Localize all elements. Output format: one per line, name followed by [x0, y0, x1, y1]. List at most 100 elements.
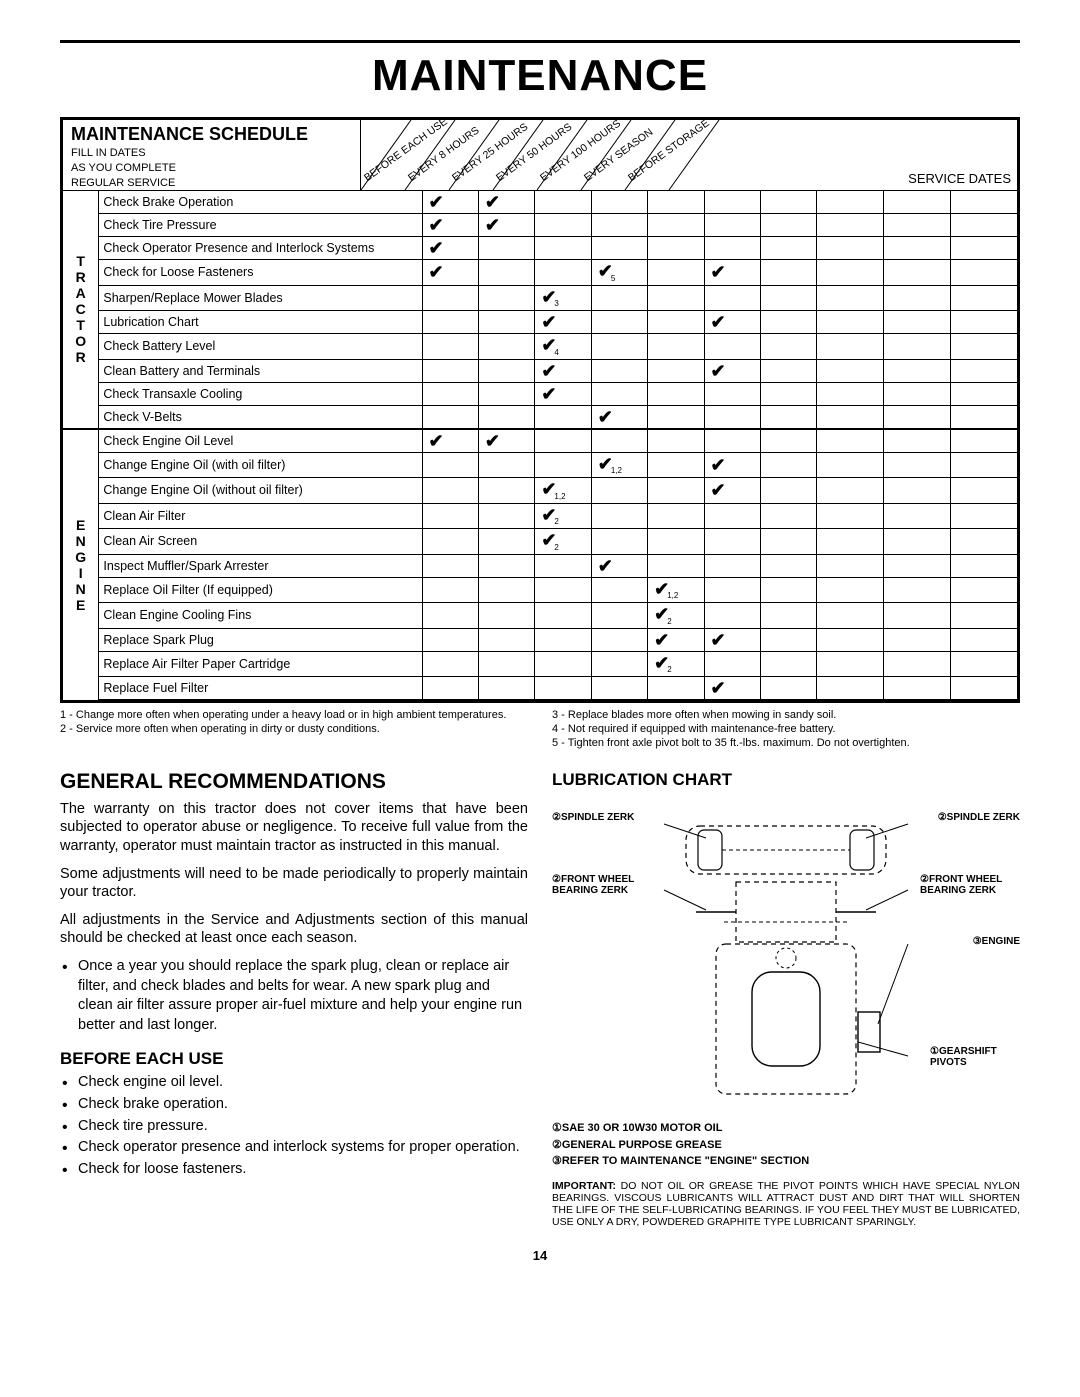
- maintenance-schedule: MAINTENANCE SCHEDULE FILL IN DATES AS YO…: [60, 117, 1020, 703]
- service-date-cell: [884, 260, 951, 286]
- check-cell: ✔: [591, 405, 647, 429]
- before-use-item: Check operator presence and interlock sy…: [78, 1138, 528, 1158]
- service-date-cell: [817, 359, 884, 382]
- check-cell: [478, 285, 534, 311]
- schedule-header-left: MAINTENANCE SCHEDULE FILL IN DATES AS YO…: [63, 120, 361, 190]
- service-date-cell: [817, 677, 884, 700]
- check-cell: [760, 577, 816, 603]
- check-cell: [535, 260, 591, 286]
- check-cell: ✔3: [535, 285, 591, 311]
- service-date-cell: [884, 191, 951, 214]
- check-cell: [760, 359, 816, 382]
- check-cell: [591, 503, 647, 529]
- service-date-cell: [817, 237, 884, 260]
- check-cell: [704, 554, 760, 577]
- check-cell: [535, 651, 591, 677]
- legend-item: ③REFER TO MAINTENANCE "ENGINE" SECTION: [552, 1153, 1020, 1170]
- footnote: 5 - Tighten front axle pivot bolt to 35 …: [552, 737, 1020, 751]
- content-columns: GENERAL RECOMMENDATIONS The warranty on …: [60, 770, 1020, 1228]
- service-date-cell: [884, 603, 951, 629]
- gen-rec-p3: All adjustments in the Service and Adjus…: [60, 911, 528, 947]
- check-cell: [648, 503, 704, 529]
- schedule-table: TRACTORCheck Brake Operation✔✔Check Tire…: [63, 190, 1017, 700]
- service-date-cell: [950, 452, 1017, 478]
- service-date-cell: [817, 628, 884, 651]
- before-use-item: Check brake operation.: [78, 1095, 528, 1115]
- check-cell: [478, 452, 534, 478]
- check-cell: [704, 603, 760, 629]
- check-cell: [478, 628, 534, 651]
- check-cell: ✔: [535, 311, 591, 334]
- important-text: DO NOT OIL OR GREASE THE PIVOT POINTS WH…: [552, 1180, 1020, 1228]
- check-cell: ✔: [704, 677, 760, 700]
- lube-label-gearshift: ①GEARSHIFT PIVOTS: [930, 1046, 1020, 1068]
- check-cell: [760, 237, 816, 260]
- service-date-cell: [950, 478, 1017, 504]
- check-cell: [648, 554, 704, 577]
- footnote-ref: 2: [667, 617, 671, 626]
- checkmark-icon: ✔: [711, 262, 726, 282]
- page-number: 14: [60, 1248, 1020, 1263]
- task-cell: Replace Air Filter Paper Cartridge: [99, 651, 422, 677]
- task-cell: Check for Loose Fasteners: [99, 260, 422, 286]
- service-date-cell: [884, 577, 951, 603]
- category-label: TRACTOR: [63, 191, 99, 429]
- check-cell: ✔: [535, 359, 591, 382]
- service-date-cell: [950, 382, 1017, 405]
- footnote-ref: 4: [554, 348, 558, 357]
- check-cell: ✔: [422, 214, 478, 237]
- footnotes: 1 - Change more often when operating und…: [60, 709, 1020, 750]
- check-cell: [704, 382, 760, 405]
- check-cell: [648, 260, 704, 286]
- lube-important: IMPORTANT: DO NOT OIL OR GREASE THE PIVO…: [552, 1180, 1020, 1228]
- task-cell: Change Engine Oil (without oil filter): [99, 478, 422, 504]
- check-cell: [648, 478, 704, 504]
- check-cell: ✔: [422, 191, 478, 214]
- check-cell: [535, 405, 591, 429]
- check-cell: [422, 311, 478, 334]
- check-cell: [648, 677, 704, 700]
- checkmark-icon: ✔: [541, 361, 556, 381]
- lube-label-engine: ③ENGINE: [973, 936, 1020, 947]
- check-cell: ✔: [704, 478, 760, 504]
- check-cell: ✔: [478, 214, 534, 237]
- schedule-sub3: REGULAR SERVICE: [71, 177, 352, 190]
- task-cell: Sharpen/Replace Mower Blades: [99, 285, 422, 311]
- check-cell: [648, 529, 704, 555]
- service-date-cell: [884, 503, 951, 529]
- check-cell: [422, 382, 478, 405]
- service-date-cell: [884, 214, 951, 237]
- check-cell: ✔: [422, 260, 478, 286]
- check-cell: [535, 554, 591, 577]
- checkmark-icon: ✔: [485, 215, 500, 235]
- gen-rec-p1: The warranty on this tractor does not co…: [60, 800, 528, 854]
- check-cell: [591, 214, 647, 237]
- check-cell: ✔: [422, 429, 478, 453]
- service-date-cell: [884, 405, 951, 429]
- service-date-cell: [884, 628, 951, 651]
- check-cell: [760, 382, 816, 405]
- check-cell: ✔1,2: [535, 478, 591, 504]
- checkmark-icon: ✔: [711, 455, 726, 475]
- check-cell: [704, 503, 760, 529]
- service-date-cell: [817, 529, 884, 555]
- lubrication-chart-heading: LUBRICATION CHART: [552, 770, 1020, 790]
- service-date-cell: [884, 359, 951, 382]
- service-date-cell: [950, 214, 1017, 237]
- service-date-cell: [950, 651, 1017, 677]
- legend-item: ②GENERAL PURPOSE GREASE: [552, 1137, 1020, 1154]
- check-cell: [760, 503, 816, 529]
- service-date-cell: [950, 359, 1017, 382]
- check-cell: [704, 191, 760, 214]
- lube-label-spindle-l: ②SPINDLE ZERK: [552, 812, 634, 823]
- service-date-cell: [817, 651, 884, 677]
- checkmark-icon: ✔: [485, 431, 500, 451]
- task-cell: Inspect Muffler/Spark Arrester: [99, 554, 422, 577]
- check-cell: [422, 554, 478, 577]
- before-use-item: Check for loose fasteners.: [78, 1160, 528, 1180]
- check-cell: [648, 285, 704, 311]
- check-cell: ✔2: [535, 503, 591, 529]
- check-cell: [648, 237, 704, 260]
- check-cell: [422, 677, 478, 700]
- gen-rec-p2: Some adjustments will need to be made pe…: [60, 865, 528, 901]
